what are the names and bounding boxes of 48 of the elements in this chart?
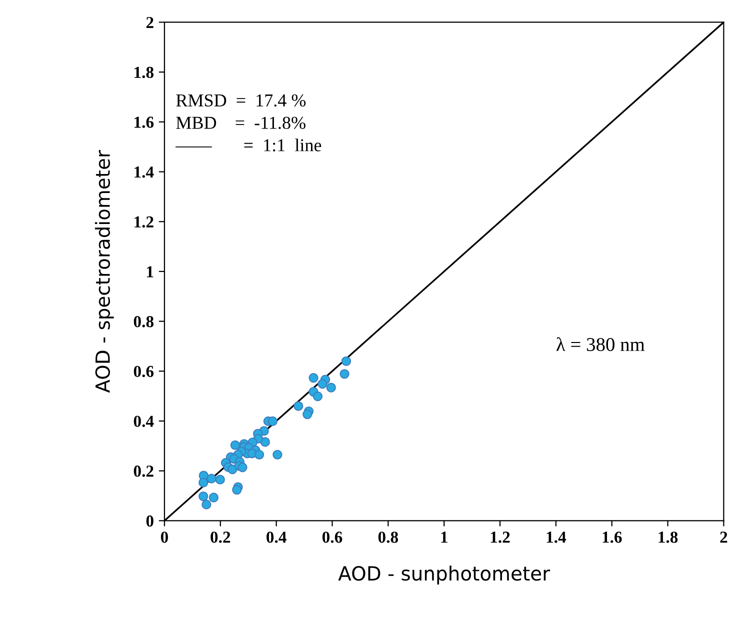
y-tick-label: 0.8 bbox=[134, 316, 154, 328]
annotation: λ = 380 nm bbox=[556, 337, 645, 352]
point bbox=[268, 416, 278, 426]
y-tick-label: 1.2 bbox=[134, 216, 154, 228]
x-tick-label: 0.2 bbox=[210, 532, 230, 543]
point bbox=[230, 440, 240, 450]
point bbox=[308, 373, 318, 383]
annotation: RMSD = 17.4 % bbox=[176, 94, 306, 107]
y-tick-label: 1.4 bbox=[134, 166, 154, 178]
point bbox=[294, 401, 304, 411]
x-tick-label: 0.4 bbox=[266, 532, 286, 543]
point bbox=[326, 382, 336, 392]
x-tick-label: 0.6 bbox=[322, 532, 342, 543]
point bbox=[208, 492, 219, 502]
point bbox=[215, 474, 225, 484]
y-tick-label: 0.2 bbox=[134, 466, 154, 477]
x-tick-label: 1 bbox=[441, 532, 448, 543]
x-tick-label: 1.2 bbox=[490, 532, 510, 543]
x-tick-label: 0 bbox=[160, 532, 168, 543]
y-tick-label: 0 bbox=[146, 515, 154, 527]
x-tick-label: 2 bbox=[720, 532, 728, 543]
point bbox=[238, 462, 248, 472]
point bbox=[202, 500, 212, 510]
point bbox=[254, 450, 264, 460]
annotation: —— = 1:1 line bbox=[176, 138, 322, 152]
point bbox=[272, 450, 282, 460]
point bbox=[232, 484, 242, 495]
annotation: MBD = -11.8% bbox=[176, 116, 306, 130]
point bbox=[318, 379, 328, 389]
point bbox=[198, 491, 208, 502]
y-axis-title: AOD - spectroradiometer bbox=[94, 150, 114, 393]
x-tick-label: 1.8 bbox=[658, 532, 678, 543]
x-axis-title: AOD - sunphotometer bbox=[338, 566, 550, 584]
x-tick-label: 1.6 bbox=[602, 532, 622, 543]
point bbox=[340, 369, 350, 379]
y-tick-label: 2 bbox=[146, 16, 154, 28]
y-tick-label: 0.4 bbox=[134, 416, 154, 428]
y-tick-label: 1.8 bbox=[134, 66, 154, 78]
point bbox=[206, 474, 216, 484]
point bbox=[341, 356, 352, 366]
y-tick-label: 1.6 bbox=[134, 116, 154, 128]
y-tick-label: 0.6 bbox=[134, 366, 154, 378]
x-tick-label: 0.8 bbox=[378, 532, 398, 543]
point bbox=[198, 478, 208, 488]
x-tick-label: 1.4 bbox=[546, 532, 566, 543]
point bbox=[302, 409, 312, 420]
y-tick-label: 1 bbox=[147, 266, 154, 278]
point bbox=[312, 391, 323, 402]
